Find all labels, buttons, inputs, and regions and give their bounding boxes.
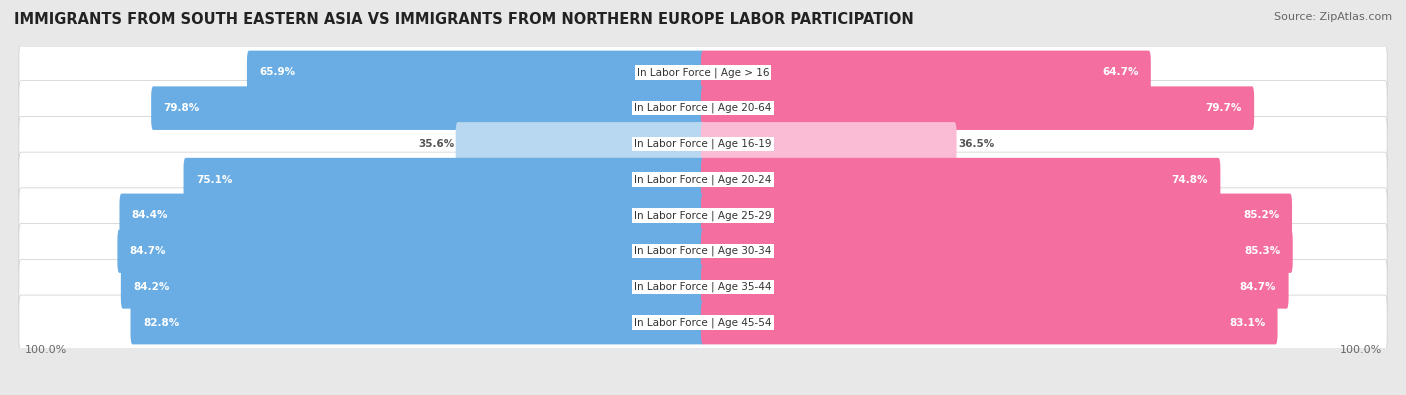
Text: In Labor Force | Age 30-34: In Labor Force | Age 30-34 (634, 246, 772, 256)
Text: In Labor Force | Age > 16: In Labor Force | Age > 16 (637, 67, 769, 78)
FancyBboxPatch shape (702, 229, 1292, 273)
Text: 100.0%: 100.0% (24, 345, 66, 355)
Text: 100.0%: 100.0% (1340, 345, 1382, 355)
FancyBboxPatch shape (18, 188, 1388, 243)
FancyBboxPatch shape (702, 301, 1278, 344)
Text: 79.8%: 79.8% (163, 103, 200, 113)
Text: Source: ZipAtlas.com: Source: ZipAtlas.com (1274, 12, 1392, 22)
Text: In Labor Force | Age 25-29: In Labor Force | Age 25-29 (634, 210, 772, 221)
Text: 84.7%: 84.7% (1240, 282, 1277, 292)
FancyBboxPatch shape (121, 265, 704, 308)
FancyBboxPatch shape (131, 301, 704, 344)
Text: In Labor Force | Age 20-64: In Labor Force | Age 20-64 (634, 103, 772, 113)
Text: 84.2%: 84.2% (134, 282, 170, 292)
FancyBboxPatch shape (18, 295, 1388, 350)
FancyBboxPatch shape (152, 87, 704, 130)
Text: 64.7%: 64.7% (1102, 68, 1139, 77)
FancyBboxPatch shape (184, 158, 704, 201)
FancyBboxPatch shape (702, 51, 1152, 94)
Text: In Labor Force | Age 45-54: In Labor Force | Age 45-54 (634, 317, 772, 328)
FancyBboxPatch shape (18, 152, 1388, 207)
FancyBboxPatch shape (456, 122, 704, 166)
Text: IMMIGRANTS FROM SOUTH EASTERN ASIA VS IMMIGRANTS FROM NORTHERN EUROPE LABOR PART: IMMIGRANTS FROM SOUTH EASTERN ASIA VS IM… (14, 12, 914, 27)
FancyBboxPatch shape (702, 87, 1254, 130)
Text: 79.7%: 79.7% (1205, 103, 1241, 113)
FancyBboxPatch shape (702, 194, 1292, 237)
FancyBboxPatch shape (18, 260, 1388, 314)
FancyBboxPatch shape (18, 224, 1388, 278)
Text: 35.6%: 35.6% (418, 139, 454, 149)
FancyBboxPatch shape (18, 81, 1388, 135)
Text: 36.5%: 36.5% (957, 139, 994, 149)
FancyBboxPatch shape (702, 158, 1220, 201)
FancyBboxPatch shape (702, 265, 1289, 308)
Text: In Labor Force | Age 16-19: In Labor Force | Age 16-19 (634, 139, 772, 149)
Text: In Labor Force | Age 35-44: In Labor Force | Age 35-44 (634, 282, 772, 292)
Text: In Labor Force | Age 20-24: In Labor Force | Age 20-24 (634, 174, 772, 185)
FancyBboxPatch shape (118, 229, 704, 273)
Text: 75.1%: 75.1% (195, 175, 232, 184)
FancyBboxPatch shape (18, 45, 1388, 100)
Text: 83.1%: 83.1% (1229, 318, 1265, 327)
FancyBboxPatch shape (702, 122, 956, 166)
Text: 65.9%: 65.9% (259, 68, 295, 77)
Text: 84.4%: 84.4% (132, 211, 169, 220)
FancyBboxPatch shape (120, 194, 704, 237)
Text: 74.8%: 74.8% (1171, 175, 1208, 184)
Text: 85.3%: 85.3% (1244, 246, 1281, 256)
Text: 84.7%: 84.7% (129, 246, 166, 256)
FancyBboxPatch shape (18, 117, 1388, 171)
Text: 82.8%: 82.8% (143, 318, 179, 327)
Text: 85.2%: 85.2% (1243, 211, 1279, 220)
FancyBboxPatch shape (247, 51, 704, 94)
